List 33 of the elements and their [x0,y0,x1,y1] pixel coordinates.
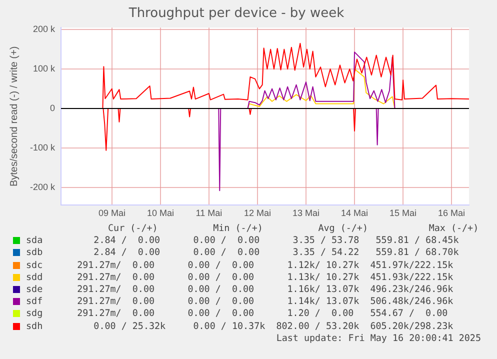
x-tick-label: 11 Mai [196,208,222,218]
x-tick-label: 13 Mai [292,208,320,218]
x-tick-label: 16 Mai [438,208,466,218]
chart-title: Throughput per device - by week [128,6,345,22]
x-tick-label: 09 Mai [98,208,126,218]
y-tick-label: 100 k [32,64,56,74]
text: 291.27m/ 0.00 0.00 / 0.00 1.14k/ 13.07k 506.48k/246.96k [76,296,454,308]
x-tick-label: 12 Mai [244,208,271,218]
y-axis-title: Bytes/second read (-) / write (+) [8,46,20,187]
legend-label: sde [26,284,44,296]
text: 2.84 / 0.00 0.00 / 0.00 3.35 / 54.22 559.81 / 68.70k [92,247,459,260]
text: 2.84 / 0.00 0.00 / 0.00 3.35 / 53.78 559.81 / 68.45k [92,235,459,248]
legend-label: sdb [26,247,44,260]
legend-label: sdf [26,296,44,308]
text: 291.27m/ 0.00 0.00 / 0.00 1.20 / 0.00 554.67 / 0.00 [76,308,449,321]
text: 291.27m/ 0.00 0.00 / 0.00 1.13k/ 10.27k 451.93k/222.15k [76,272,454,284]
y-tick-label: 0 [50,102,56,113]
text: 291.27m/ 0.00 0.00 / 0.00 1.12k/ 10.27k 451.97k/222.15k [76,260,454,272]
y-tick-label: -200 k [30,182,56,192]
x-tick-label: 10 Mai [146,208,174,218]
legend-label: sda [26,235,44,248]
legend-label: sdg [26,308,44,321]
y-tick-label: -100 k [30,142,56,152]
x-tick-label: 15 Mai [390,208,417,218]
text: 0.00 / 25.32k 0.00 / 10.37k 802.00 / 53.20k 605.20k/298.23k [92,320,454,333]
legend-label: sdc [26,260,44,272]
text: 291.27m/ 0.00 0.00 / 0.00 1.16k/ 13.07k 496.23k/246.96k [76,284,454,296]
y-tick-label: 200 k [32,24,56,34]
legend-label: sdd [26,272,44,284]
text: Last update: Fri May 16 20:00:41 2025 [275,332,482,346]
x-tick-label: 14 Mai [341,208,368,218]
text: Cur (-/+) Min (-/+) Avg (-/+) Max (-/+) [107,223,480,236]
legend-label: sdh [26,320,44,333]
